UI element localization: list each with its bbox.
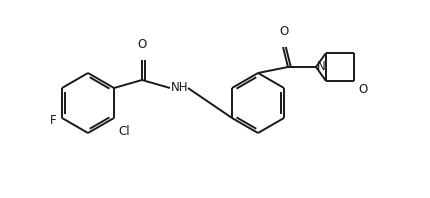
Text: F: F (49, 114, 56, 128)
Text: O: O (357, 83, 366, 96)
Text: Cl: Cl (118, 125, 129, 138)
Text: N: N (316, 60, 325, 72)
Text: NH: NH (171, 82, 188, 94)
Text: O: O (137, 38, 146, 51)
Text: O: O (279, 25, 289, 38)
